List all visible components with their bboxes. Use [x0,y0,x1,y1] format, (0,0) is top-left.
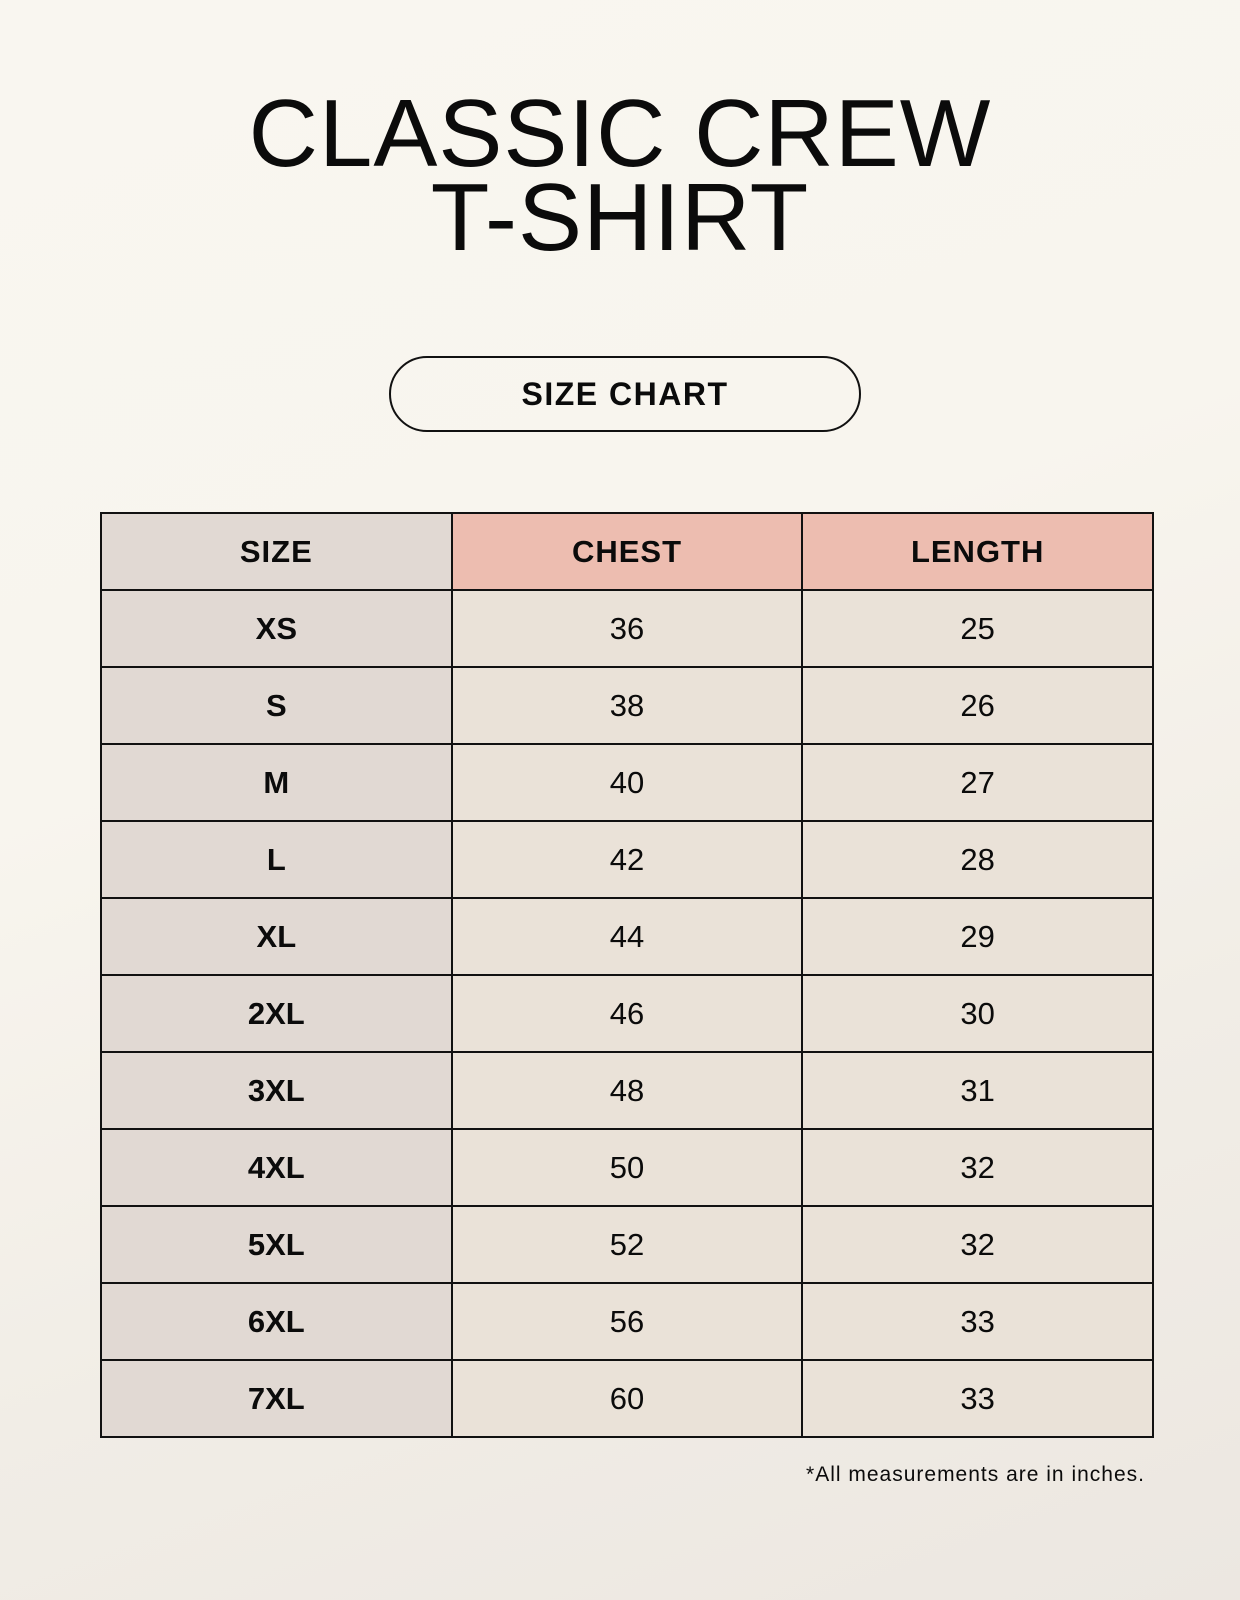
cell-length: 33 [801,1282,1154,1361]
header-size: SIZE [100,512,453,591]
cell-length: 30 [801,974,1154,1053]
cell-size: 3XL [100,1051,453,1130]
size-table: SIZE CHEST LENGTH XS 36 25 S 38 26 M 40 27 L 42 28 X… [100,512,1154,1438]
table-row: L 42 28 [100,820,1154,899]
table-row: S 38 26 [100,666,1154,745]
cell-chest: 60 [450,1359,804,1438]
table-row: M 40 27 [100,743,1154,822]
cell-size: 5XL [100,1205,453,1284]
header-chest: CHEST [450,512,804,591]
table-row: 7XL 60 33 [100,1359,1154,1438]
cell-chest: 36 [450,589,804,668]
table-row: 4XL 50 32 [100,1128,1154,1207]
cell-length: 31 [801,1051,1154,1130]
cell-chest: 38 [450,666,804,745]
cell-length: 28 [801,820,1154,899]
cell-chest: 50 [450,1128,804,1207]
cell-length: 32 [801,1205,1154,1284]
table-header-row: SIZE CHEST LENGTH [100,512,1154,591]
cell-length: 29 [801,897,1154,976]
cell-length: 27 [801,743,1154,822]
cell-size: M [100,743,453,822]
table-row: 3XL 48 31 [100,1051,1154,1130]
cell-size: 7XL [100,1359,453,1438]
cell-chest: 42 [450,820,804,899]
cell-length: 32 [801,1128,1154,1207]
cell-size: 4XL [100,1128,453,1207]
table-row: XL 44 29 [100,897,1154,976]
title-line-1: CLASSIC CREW [248,80,992,187]
size-chart-badge: SIZE CHART [389,356,861,432]
cell-size: XL [100,897,453,976]
cell-size: XS [100,589,453,668]
cell-length: 26 [801,666,1154,745]
table-row: 5XL 52 32 [100,1205,1154,1284]
cell-chest: 44 [450,897,804,976]
cell-chest: 56 [450,1282,804,1361]
cell-chest: 52 [450,1205,804,1284]
cell-size: 2XL [100,974,453,1053]
cell-chest: 48 [450,1051,804,1130]
cell-size: S [100,666,453,745]
table-row: XS 36 25 [100,589,1154,668]
cell-length: 25 [801,589,1154,668]
title-line-2: T-SHIRT [430,164,810,271]
table-row: 6XL 56 33 [100,1282,1154,1361]
table-row: 2XL 46 30 [100,974,1154,1053]
cell-size: L [100,820,453,899]
cell-chest: 46 [450,974,804,1053]
cell-chest: 40 [450,743,804,822]
cell-size: 6XL [100,1282,453,1361]
page-title: CLASSIC CREW T-SHIRT [0,80,1240,271]
header-length: LENGTH [801,512,1154,591]
footnote: *All measurements are in inches. [806,1463,1145,1486]
cell-length: 33 [801,1359,1154,1438]
